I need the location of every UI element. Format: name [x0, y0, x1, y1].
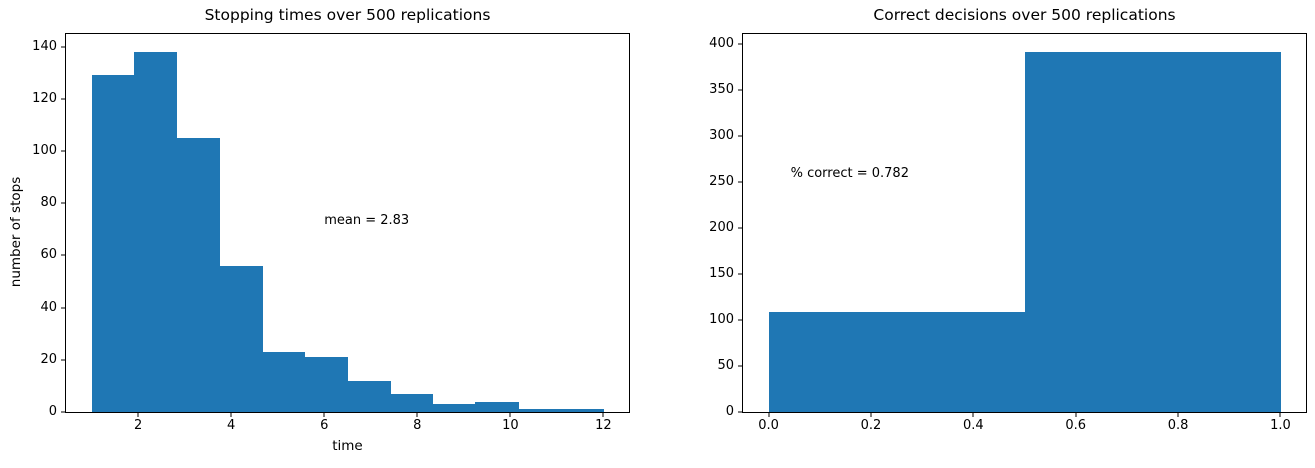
y-tick-label: 200	[709, 219, 734, 235]
annotation-text: mean = 2.83	[324, 213, 410, 229]
y-tick-mark	[738, 135, 742, 137]
histogram-bar	[518, 409, 562, 412]
y-tick-label: 0	[725, 403, 734, 419]
y-tick-label: 140	[32, 38, 57, 54]
y-tick-label: 50	[717, 357, 734, 373]
histogram-bar	[560, 409, 604, 412]
y-tick-label: 100	[32, 142, 57, 158]
y-tick-mark	[738, 365, 742, 367]
x-tick-mark	[509, 413, 511, 417]
x-tick-label: 0.2	[860, 418, 882, 433]
x-tick-label: 0.0	[758, 418, 779, 433]
y-tick-mark	[61, 46, 65, 48]
x-tick-mark	[230, 413, 232, 417]
y-tick-label: 350	[709, 81, 734, 97]
y-tick-mark	[61, 98, 65, 100]
y-tick-label: 20	[40, 351, 57, 367]
x-tick-label: 0.8	[1167, 418, 1189, 433]
y-tick-label: 0	[48, 403, 57, 419]
histogram-bar	[219, 265, 263, 412]
x-tick-mark	[1279, 413, 1281, 417]
y-tick-mark	[61, 202, 65, 204]
x-tick-mark	[323, 413, 325, 417]
histogram-bar	[304, 357, 348, 412]
x-tick-label: 6	[320, 418, 329, 433]
x-axis-label: time	[332, 438, 363, 454]
plot-area: 2 4 6 8 10 12 0 20 40 60 80 100 120 140 mean = 2.83	[32, 33, 630, 433]
x-tick-label: 0.6	[1065, 418, 1087, 433]
x-tick-mark	[137, 413, 139, 417]
x-tick-label: 0.4	[962, 418, 984, 433]
y-tick-mark	[61, 411, 65, 413]
y-tick-mark	[738, 227, 742, 229]
x-tick-mark	[416, 413, 418, 417]
y-tick-label: 150	[709, 265, 734, 281]
y-tick-label: 100	[709, 311, 734, 327]
y-tick-mark	[61, 150, 65, 152]
x-tick-mark	[870, 413, 872, 417]
x-tick-mark	[1075, 413, 1077, 417]
histogram-bar	[134, 52, 178, 412]
y-tick-mark	[61, 307, 65, 309]
histogram-bar	[475, 401, 519, 412]
y-tick-label: 120	[32, 90, 57, 106]
y-tick-mark	[738, 273, 742, 275]
histogram-bar	[390, 393, 434, 412]
x-tick-label: 10	[502, 418, 519, 433]
chart-title: Correct decisions over 500 replications	[873, 6, 1176, 24]
y-tick-mark	[61, 254, 65, 256]
x-tick-mark	[602, 413, 604, 417]
y-tick-label: 400	[709, 35, 734, 51]
annotation-text: % correct = 0.782	[790, 165, 909, 181]
x-tick-mark	[1177, 413, 1179, 417]
y-axis-label: number of stops	[7, 176, 24, 288]
histogram-bar	[432, 404, 476, 412]
y-tick-mark	[738, 181, 742, 183]
x-tick-label: 12	[595, 418, 612, 433]
y-tick-label: 40	[40, 299, 57, 315]
histogram-bar	[1024, 52, 1281, 412]
x-tick-label: 1.0	[1270, 418, 1291, 433]
y-tick-mark	[61, 359, 65, 361]
histogram-bar	[768, 311, 1025, 412]
x-tick-mark	[768, 413, 770, 417]
x-tick-label: 4	[227, 418, 236, 433]
chart-title: Stopping times over 500 replications	[204, 6, 491, 24]
x-tick-label: 2	[133, 418, 143, 433]
plot-area: 0.0 0.2 0.4 0.6 0.8 1.0 0 50 100 150 200 250 300 350 4…	[709, 33, 1307, 433]
y-tick-label: 80	[40, 195, 57, 211]
x-tick-label: 8	[413, 418, 422, 433]
y-tick-label: 60	[40, 247, 57, 263]
y-tick-label: 300	[709, 127, 734, 143]
histogram-bar	[262, 352, 306, 412]
y-tick-mark	[738, 411, 742, 413]
histogram-bar	[91, 75, 135, 412]
x-tick-mark	[972, 413, 974, 417]
y-tick-mark	[738, 43, 742, 45]
y-tick-mark	[738, 89, 742, 91]
histogram-bar	[347, 380, 391, 412]
histogram-bar	[176, 138, 221, 412]
y-tick-label: 250	[709, 173, 734, 189]
y-tick-mark	[738, 319, 742, 321]
